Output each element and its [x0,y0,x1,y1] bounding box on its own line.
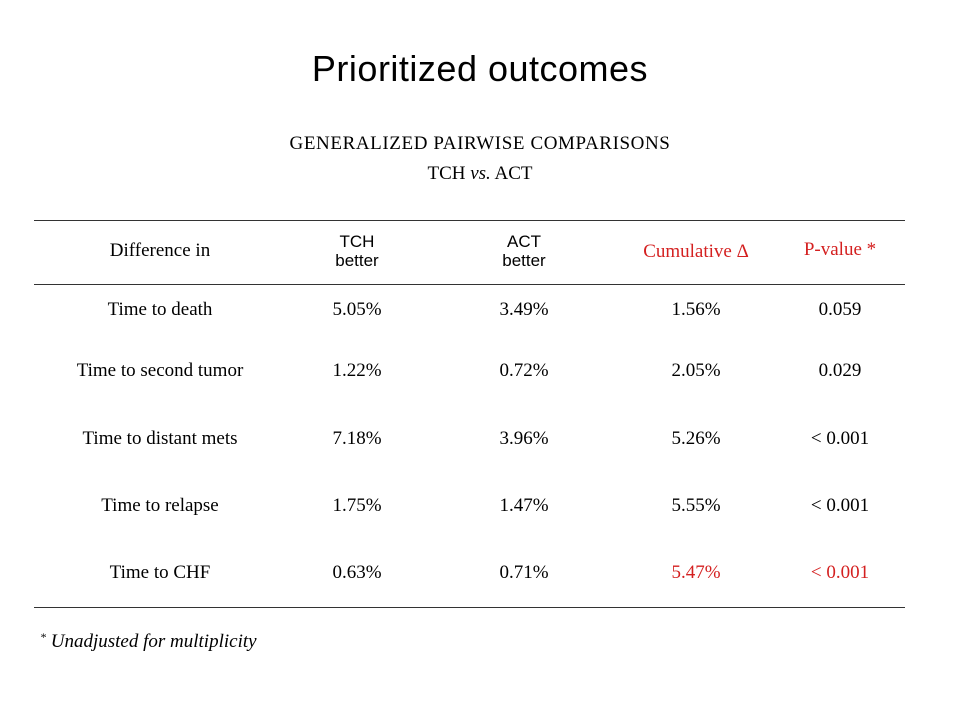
table-top-rule [34,220,905,221]
table-cell-outcome: Time to CHF [109,562,211,583]
footnote-text: Unadjusted for multiplicity [46,631,257,652]
table-cell-outcome: Time to relapse [101,495,219,516]
header-tch-line2: better [335,251,379,270]
table-cell-act: 3.96% [499,428,549,449]
subtitle-method: GENERALIZED PAIRWISE COMPARISONS [289,133,671,154]
table-header-rule [34,284,905,285]
table-cell-pvalue-highlight: < 0.001 [810,562,870,583]
table-cell-pvalue: < 0.001 [810,495,870,516]
footnote: * Unadjusted for multiplicity [40,630,257,653]
subtitle-comparison: TCH vs. ACT [0,163,960,185]
table-cell-tch: 1.22% [332,360,382,381]
table-cell-pvalue: 0.059 [818,299,862,320]
table-cell-outcome: Time to second tumor [76,360,244,381]
footnote-marker: * [40,630,46,644]
header-tch-line1: TCH [339,232,375,251]
table-cell-act: 0.72% [499,360,549,381]
table-cell-cumulative: 1.56% [671,299,721,320]
table-cell-outcome: Time to distant mets [82,428,238,449]
table-cell-pvalue: < 0.001 [810,428,870,449]
header-difference: Difference in [109,240,211,261]
header-act-line2: better [502,251,546,270]
table-bottom-rule [34,607,905,608]
table-cell-pvalue: 0.029 [818,360,862,381]
table-cell-tch: 0.63% [332,562,382,583]
table-cell-act: 0.71% [499,562,549,583]
header-act-line1: ACT [507,232,541,251]
table-cell-cumulative-highlight: 5.47% [671,562,721,583]
header-cumulative: Cumulative Δ [643,241,749,262]
table-cell-cumulative: 2.05% [671,360,721,381]
subtitle-arm-b: ACT [490,163,533,184]
table-cell-tch: 1.75% [332,495,382,516]
table-cell-tch: 7.18% [332,428,382,449]
slide-title: Prioritized outcomes [311,48,649,89]
header-act-better: ACT better [464,232,584,270]
table-cell-tch: 5.05% [332,299,382,320]
table-cell-outcome: Time to death [107,299,213,320]
table-cell-cumulative: 5.26% [671,428,721,449]
table-cell-act: 1.47% [499,495,549,516]
subtitle-vs: vs. [470,163,491,184]
header-pvalue: P-value * [803,239,877,260]
table-cell-act: 3.49% [499,299,549,320]
table-cell-cumulative: 5.55% [671,495,721,516]
header-tch-better: TCH better [302,232,412,270]
subtitle-arm-a: TCH [427,163,471,184]
